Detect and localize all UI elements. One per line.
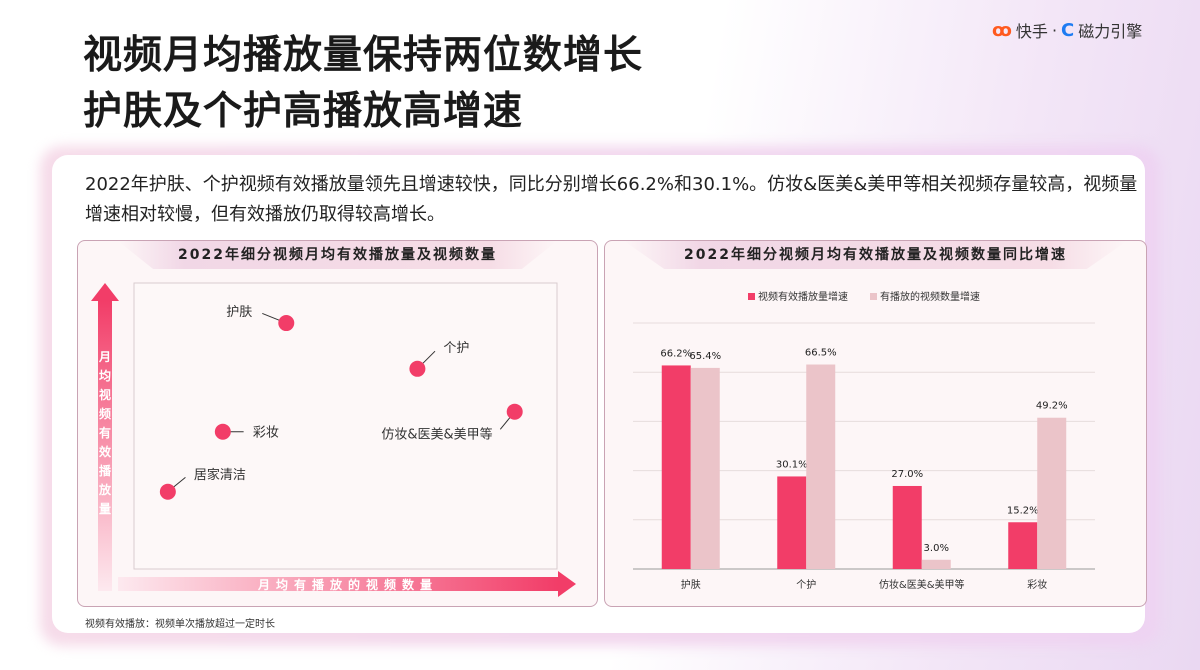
x-tick-label: 彩妆 [1027,578,1047,591]
scatter-point [159,483,176,500]
point-label: 彩妆 [253,426,279,441]
scatter-point [506,403,523,420]
x-axis-arrow [118,577,558,591]
point-label: 护肤 [226,305,252,320]
bar [1037,417,1067,569]
scatter-point [409,360,426,377]
title-line-1: 视频月均播放量保持两位数增长 [83,33,644,78]
bar [690,367,720,569]
y-axis-arrowhead [91,283,119,301]
bar [921,559,951,569]
data-label: 66.5% [805,348,837,359]
bar [661,365,691,569]
logo-separator: · [1051,20,1058,40]
x-tick-label: 仿妆&医美&美甲等 [879,578,965,591]
data-label: 66.2% [660,348,692,359]
bar-chart: 视频有效播放量增速 有播放的视频数量增速 66.2%65.4% 护肤 30.1% 66.5… [633,290,1095,591]
y-axis-label-char: 有 [99,425,111,440]
y-axis-label-char: 放 [98,482,112,497]
page-title: 视频月均播放量保持两位数增长 护肤及个护高播放高增速 [83,28,643,140]
bar-title: 2022年细分视频月均有效播放量及视频数量同比增速 [624,241,1127,269]
bar-panel: 2022年细分视频月均有效播放量及视频数量同比增速 视频有效播放量增速 有播放的视… [604,240,1147,607]
cili-icon: C [1061,19,1075,41]
footnote: 视频有效播放：视频单次播放超过一定时长 [85,619,275,630]
data-label: 30.1% [776,459,808,470]
kuaishou-icon: ꝏ [992,19,1012,41]
y-axis-arrow [98,301,112,591]
legend-swatch [748,293,755,300]
y-axis-label-char: 视 [99,387,111,402]
x-tick-label: 护肤 [681,578,701,591]
point-label: 居家清洁 [194,467,246,483]
y-axis-label-char: 均 [99,368,111,383]
bar [777,476,807,569]
data-label: 3.0% [924,543,949,554]
brand-logo: ꝏ 快手 · C 磁力引擎 [992,18,1142,42]
scatter-panel: 2022年细分视频月均有效播放量及视频数量 月均视频有效播放量月均有播放的视频数… [77,240,598,607]
scatter-point [214,423,231,440]
data-label: 15.2% [1007,505,1039,516]
plot-area [133,282,558,570]
title-line-2: 护肤及个护高播放高增速 [83,89,524,134]
legend-label: 视频有效播放量增速 [758,290,848,303]
x-axis-arrowhead [558,571,576,597]
summary-text: 2022年护肤、个护视频有效播放量领先且增速较快，同比分别增长66.2%和30.… [85,174,1138,225]
legend-swatch [870,293,877,300]
y-axis-label-char: 效 [99,444,112,459]
legend-label: 有播放的视频数量增速 [880,290,980,303]
kuaishou-label: 快手 [1015,22,1048,41]
y-axis-label-char: 量 [99,502,111,516]
point-label: 个护 [443,341,469,356]
y-axis-label-char: 月 [98,350,111,364]
x-tick-label: 个护 [796,578,816,591]
data-label: 27.0% [891,469,923,480]
scatter-title: 2022年细分视频月均有效播放量及视频数量 [118,241,557,269]
bar [1008,522,1038,569]
bar [892,485,922,569]
y-axis-label-char: 频 [99,406,111,421]
cili-label: 磁力引擎 [1078,22,1143,41]
data-label: 49.2% [1036,401,1068,412]
point-label: 仿妆&医美&美甲等 [381,427,492,443]
data-label: 65.4% [689,351,721,362]
scatter-point [278,315,295,332]
y-axis-label-char: 播 [99,463,112,478]
bar [806,364,836,569]
x-axis-label: 月均有播放的视频数量 [257,577,438,592]
